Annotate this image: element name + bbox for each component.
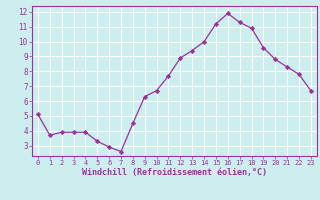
X-axis label: Windchill (Refroidissement éolien,°C): Windchill (Refroidissement éolien,°C) — [82, 168, 267, 177]
